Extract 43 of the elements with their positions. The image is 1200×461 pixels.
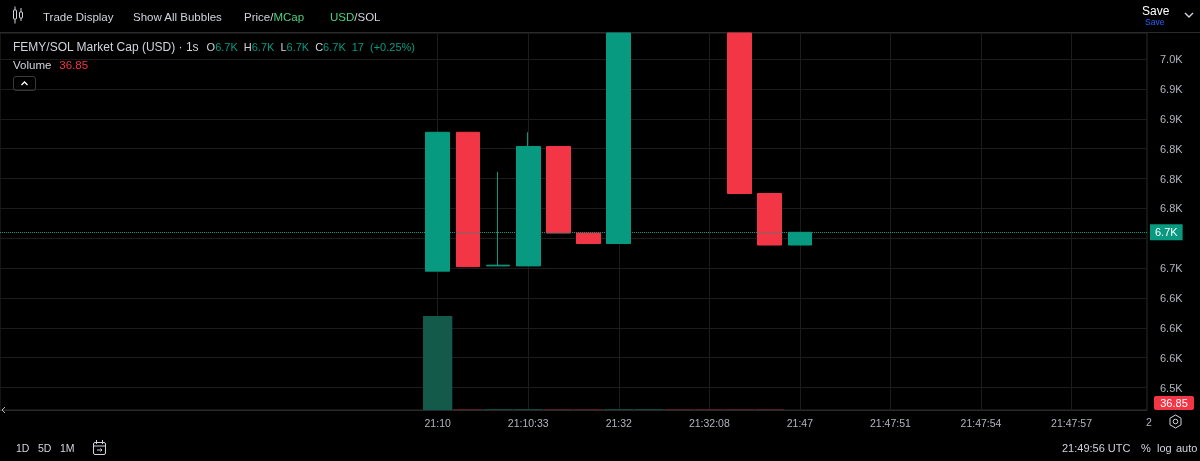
y-tick-label: 6.9K (1160, 112, 1184, 125)
text: % (1141, 441, 1151, 456)
x-tick-label: 21:47:57 (1051, 416, 1093, 429)
text: auto (1176, 441, 1198, 456)
y-tick-label: 6.9K (1160, 82, 1184, 95)
text: Price/MCap (244, 11, 305, 23)
text: O6.7K H6.7K L6.7K C6.7K 17 (+0.25%) (206, 41, 415, 53)
text: USD/SOL (330, 11, 381, 23)
chart-title: Volume (13, 59, 52, 71)
y-tick-label: 6.8K (1160, 202, 1184, 215)
x-tick-label: 21:10:33 (507, 416, 549, 429)
text: Trade Display (43, 10, 114, 25)
y-tick-label: 7.0K (1160, 53, 1184, 66)
text: Show All Bubbles (133, 10, 222, 25)
text: Save (1142, 3, 1170, 19)
y-tick-label: 6.8K (1160, 142, 1184, 155)
candlestick (456, 131, 480, 268)
y-tick-label: 6.8K (1160, 172, 1184, 185)
y-tick-label: 6.7K (1160, 262, 1184, 275)
x-tick-label: 21:10 (424, 416, 451, 429)
candlestick (576, 232, 601, 245)
text: 36.85 (1154, 396, 1194, 410)
y-tick-label: 6.6K (1160, 351, 1184, 364)
text: log (1157, 441, 1172, 456)
text: FEMY/SOL Market Cap (USD) · 1s (13, 40, 199, 54)
text: 21:49:56 UTC (1062, 441, 1131, 456)
candlestick (546, 145, 571, 234)
candlestick (757, 193, 782, 246)
x-tick-label: 21:32 (605, 416, 633, 429)
x-tick-label: 21:47:54 (960, 416, 1002, 429)
text: 1M (60, 441, 75, 456)
x-tick-label: 21:32:08 (688, 416, 730, 429)
x-tick-label: 21:47:51 (870, 416, 912, 429)
x-tick-label: 21:47 (786, 416, 814, 429)
y-tick-label: 6.5K (1160, 381, 1184, 394)
text: 1D (16, 441, 30, 456)
text: 2 (1146, 415, 1152, 430)
y-tick-label: 6.6K (1160, 321, 1184, 334)
text: Save (1145, 16, 1165, 29)
candlestick (727, 32, 752, 195)
y-tick-label: 6.6K (1160, 292, 1184, 305)
annotation: 36.85 (59, 59, 89, 71)
text: 5D (38, 441, 52, 456)
